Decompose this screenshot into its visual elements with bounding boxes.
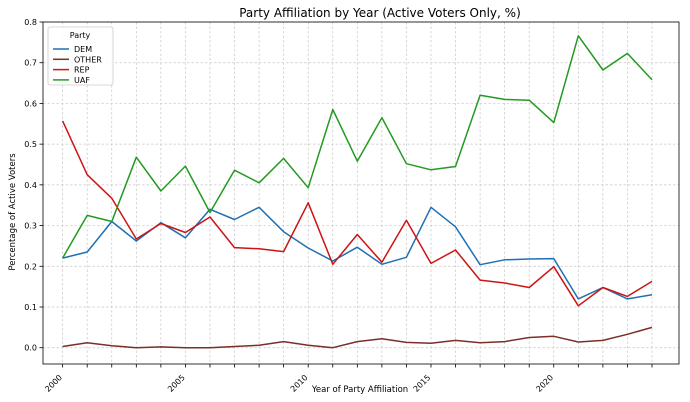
y-axis-ticks: 0.0 0.1 0.2 0.3 0.4 0.5 0.6 0.7 0.8	[24, 18, 43, 353]
series-lines	[61, 35, 653, 349]
series-line-uaf	[61, 35, 653, 259]
y-tick-label: 0.0	[24, 344, 37, 353]
legend-entry: UAF	[74, 76, 90, 85]
y-tick-label: 0.1	[24, 303, 37, 312]
y-tick-label: 0.2	[24, 262, 37, 271]
series-line-other	[62, 326, 653, 349]
legend-entry: OTHER	[74, 55, 102, 64]
legend-box	[47, 26, 114, 86]
legend-entry: DEM	[74, 45, 92, 54]
series-line-dem	[62, 206, 653, 300]
grid	[43, 21, 679, 364]
y-tick-label: 0.5	[24, 140, 37, 149]
chart-title: Party Affiliation by Year (Active Voters…	[239, 6, 521, 20]
y-tick-label: 0.7	[24, 59, 37, 68]
y-axis-label: Percentage of Active Voters	[8, 153, 18, 271]
series-line-rep	[61, 120, 653, 307]
y-tick-label: 0.8	[24, 18, 37, 27]
plot-frame	[42, 21, 680, 365]
legend-entry: REP	[74, 66, 90, 75]
y-tick-label: 0.6	[24, 99, 37, 108]
y-tick-label: 0.4	[24, 181, 37, 190]
y-tick-label: 0.3	[24, 222, 37, 231]
x-axis-label: Year of Party Affiliation	[311, 385, 408, 395]
legend-title: Party	[70, 31, 91, 40]
